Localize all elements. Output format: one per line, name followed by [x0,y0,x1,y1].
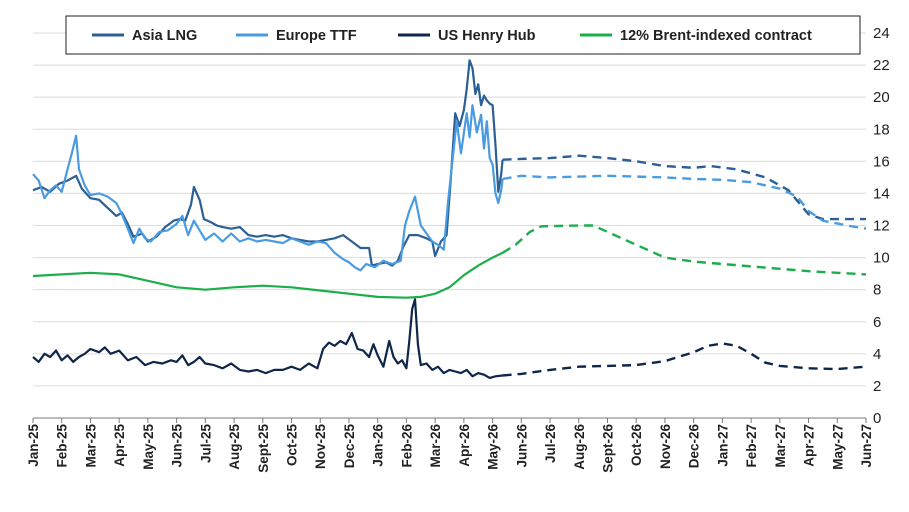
series-line-us-henry-hub [32,298,503,379]
x-tick-label: May-27 [830,424,845,470]
x-tick-label: Aug-26 [572,424,587,470]
x-tick-label: Jun-26 [514,424,529,468]
x-tick-label: Apr-26 [457,424,472,467]
series-line-12-brent-indexed-contract [32,251,504,299]
x-tick-label: Nov-25 [313,424,328,470]
y-tick-label: 8 [873,282,881,299]
legend-label-brent-indexed: 12% Brent-indexed contract [620,28,812,44]
x-tick-label: Mar-26 [428,424,443,468]
x-tick-label: Jan-27 [715,424,730,467]
legend-item-us-henry-hub: US Henry Hub [398,28,536,44]
x-tick-label: Oct-25 [285,424,300,467]
y-tick-label: 0 [873,410,881,427]
series-forecast-europe-ttf [502,174,867,230]
x-tick-label: Sept-26 [600,424,615,473]
x-axis [32,417,867,423]
legend-item-europe-ttf: Europe TTF [236,28,357,44]
x-tick-label: Jan-26 [371,424,386,467]
x-tick-label: May-25 [141,424,156,470]
series-line-asia-lng [32,59,504,267]
x-tick-label: Apr-25 [112,424,127,467]
series-line-europe-ttf [32,104,504,272]
y-tick-label: 18 [873,121,890,138]
x-tick-label: Aug-25 [227,424,242,470]
legend-label-us-henry-hub: US Henry Hub [438,28,536,44]
legend-box [65,15,861,55]
series-forecast-12-brent-indexed-contract [501,224,867,276]
x-tick-label: Mar-25 [83,424,98,468]
x-tick-label: Jul-26 [543,424,558,464]
x-tick-label: Jul-25 [198,424,213,464]
x-tick-label: Jun-25 [170,424,185,468]
y-tick-label: 14 [873,185,890,202]
x-tick-label: Feb-26 [399,424,414,468]
y-tick-label: 4 [873,346,881,363]
y-tick-label: 22 [873,57,890,74]
x-tick-label: Feb-25 [55,424,70,468]
x-tick-label: Oct-26 [629,424,644,467]
x-tick-label: Dec-25 [342,424,357,469]
x-tick-label: Mar-27 [773,424,788,468]
y-tick-label: 6 [873,314,881,331]
legend-item-asia-lng: Asia LNG [92,28,197,44]
x-tick-label: Feb-27 [744,424,759,468]
y-tick-label: 2 [873,378,881,395]
series-forecast-us-henry-hub [502,342,867,377]
x-tick-label: May-26 [486,424,501,470]
y-tick-label: 12 [873,218,890,235]
series-forecast-asia-lng [502,154,866,221]
legend: Asia LNG Europe TTF US Henry Hub 12% Bre… [65,15,861,55]
x-axis-tick-labels: Jan-25 Feb-25 Mar-25 Apr-25 May-25 Jun-25 Jul-… [26,424,874,473]
y-tick-label: 20 [873,89,890,106]
x-tick-label: Jan-25 [26,424,41,467]
x-tick-label: Dec-26 [687,424,702,469]
series-lines [32,59,867,379]
x-tick-label: Nov-26 [658,424,673,470]
legend-item-brent-indexed: 12% Brent-indexed contract [580,28,812,44]
y-tick-label: 24 [873,25,890,42]
legend-label-europe-ttf: Europe TTF [276,28,357,44]
x-tick-label: Apr-27 [802,424,817,467]
y-tick-label: 16 [873,153,890,170]
legend-label-asia-lng: Asia LNG [132,28,197,44]
y-tick-label: 10 [873,250,890,267]
x-tick-label: Jun-27 [859,424,874,468]
x-tick-label: Sept-25 [256,424,271,473]
